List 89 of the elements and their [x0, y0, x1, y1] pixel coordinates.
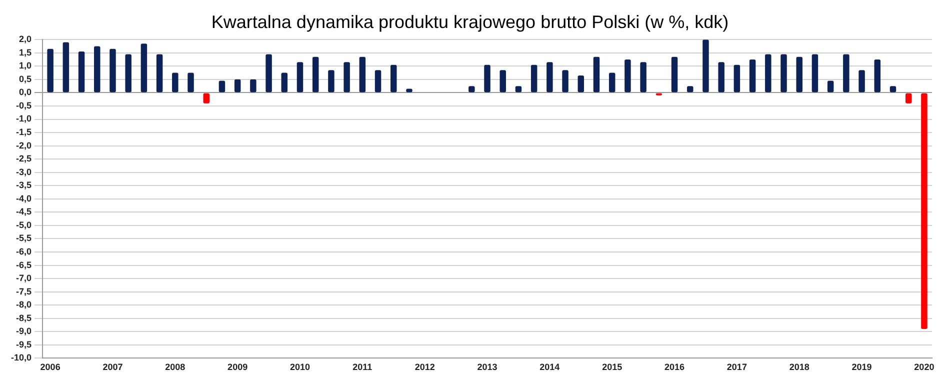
bar	[234, 79, 241, 92]
bar	[921, 93, 928, 329]
y-tick-label: 2,0	[19, 34, 32, 44]
y-tick-label: -8,5	[16, 312, 32, 323]
x-tick-label: 2006	[40, 362, 60, 372]
bar	[140, 44, 148, 92]
bar	[78, 52, 85, 92]
y-tick-label: -7,5	[16, 286, 32, 296]
bar	[374, 70, 382, 92]
bar	[312, 56, 319, 92]
y-tick-label: -4,5	[16, 206, 32, 217]
bar	[62, 42, 70, 92]
x-tick-label: 2017	[726, 362, 747, 372]
y-tick-label: -7,0	[16, 273, 32, 284]
x-tick-label: 2009	[228, 362, 248, 372]
y-tick-label: 1,5	[19, 47, 32, 58]
y-tick-label: -5,0	[16, 220, 32, 230]
x-tick-label: 2015	[602, 362, 622, 372]
y-tick-label: -9,5	[16, 339, 32, 350]
bar	[47, 48, 54, 92]
y-tick-label: -2,5	[16, 154, 32, 164]
y-tick-label: 1,0	[19, 60, 32, 71]
bar	[905, 93, 912, 104]
y-tick-label: 0,5	[19, 74, 32, 84]
bar	[702, 40, 709, 92]
bar	[593, 56, 600, 92]
x-tick-label: 2014	[540, 362, 560, 372]
bar	[796, 56, 802, 92]
bar	[250, 79, 256, 92]
bar	[188, 72, 194, 92]
y-tick-label: -3,0	[16, 166, 32, 177]
bar	[172, 72, 178, 92]
bar	[484, 64, 490, 92]
bar	[780, 54, 787, 92]
y-tick-label: -1,5	[16, 127, 32, 138]
bar	[812, 54, 818, 92]
bar	[827, 80, 834, 92]
y-tick-label: -0,5	[16, 100, 32, 110]
bar	[125, 54, 132, 92]
y-tick-label: -4,0	[16, 193, 32, 204]
x-tick-label: 2013	[477, 362, 498, 372]
bar	[281, 72, 288, 92]
bar	[500, 70, 506, 92]
y-tick-label: -6,5	[16, 260, 32, 270]
bar	[765, 54, 772, 92]
x-tick-label: 2010	[290, 362, 310, 372]
bar	[94, 46, 100, 92]
bar	[718, 62, 724, 92]
bar	[734, 64, 740, 92]
x-tick-label: 2020	[914, 362, 934, 372]
bar	[530, 64, 538, 92]
bar	[562, 70, 568, 92]
y-tick-label: -5,5	[16, 233, 32, 244]
x-tick-label: 2019	[852, 362, 872, 372]
bar	[640, 62, 646, 92]
bar	[546, 62, 553, 92]
y-tick-label: -10,0	[11, 352, 32, 363]
bar	[218, 80, 226, 92]
x-tick-label: 2008	[165, 362, 186, 372]
bar	[110, 48, 116, 92]
bar	[266, 54, 272, 92]
bar	[874, 60, 881, 92]
bar	[328, 70, 334, 92]
bar	[749, 60, 756, 92]
y-tick-label: -1,0	[16, 114, 32, 124]
x-tick-label: 2018	[789, 362, 810, 372]
y-tick-label: -8,0	[16, 300, 32, 310]
bar	[390, 64, 397, 92]
x-tick-label: 2016	[664, 362, 685, 372]
bar	[624, 60, 631, 92]
bar	[156, 54, 163, 92]
bar	[671, 56, 678, 92]
bar	[608, 72, 616, 92]
bar	[344, 62, 350, 92]
x-tick-label: 2012	[414, 362, 435, 372]
bar	[858, 70, 865, 92]
y-tick-label: 0,0	[19, 87, 32, 98]
y-tick-label: -9,0	[16, 326, 32, 336]
bar	[296, 62, 304, 92]
bar	[578, 75, 584, 92]
y-tick-label: -3,5	[16, 180, 32, 190]
x-tick-label: 2011	[352, 362, 372, 372]
y-tick-label: -6,0	[16, 246, 32, 256]
bar	[359, 56, 366, 92]
chart-title: Kwartalna dynamika produktu krajowego brutto Polski (w %, kdk)	[211, 12, 729, 32]
bar	[843, 54, 850, 92]
y-tick-label: -2,0	[16, 140, 32, 150]
x-tick-label: 2007	[102, 362, 123, 372]
bar	[203, 93, 210, 104]
